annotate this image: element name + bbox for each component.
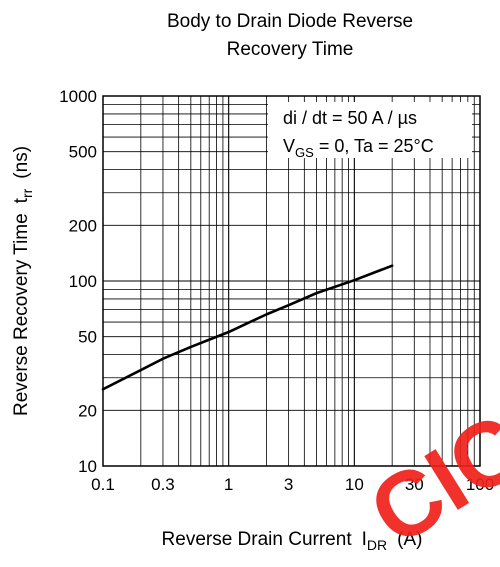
y-tick-label: 10 — [78, 457, 97, 476]
chart-title-line-1: Body to Drain Diode Reverse — [167, 11, 413, 32]
x-tick-label: 0.1 — [91, 475, 115, 494]
x-tick-label: 30 — [405, 475, 424, 494]
x-tick-labels: 0.1 0.3 1 3 10 30 100 — [91, 475, 494, 494]
annotation-line-2: VGS = 0, Ta = 25°C — [283, 136, 434, 160]
series-layer — [101, 264, 394, 391]
y-tick-label: 200 — [69, 216, 97, 235]
y-tick-label: 500 — [69, 143, 97, 162]
x-tick-label: 10 — [345, 475, 364, 494]
y-tick-label: 20 — [78, 401, 97, 420]
series-line-1 — [101, 264, 394, 391]
x-tick-label: 1 — [224, 475, 233, 494]
y-tick-label: 1000 — [59, 87, 97, 106]
y-axis-label: Reverse Recovery Timetrr(ns) — [11, 146, 35, 416]
annotation-background — [268, 102, 472, 158]
chart-title: Body to Drain Diode Reverse Recovery Tim… — [167, 11, 413, 60]
x-axis-label: Reverse Drain Current IDR (A) — [162, 529, 423, 553]
annotation-line-1: di / dt = 50 A / µs — [283, 108, 417, 128]
chart-title-line-2: Recovery Time — [227, 39, 354, 60]
y-tick-label: 50 — [78, 328, 97, 347]
condition-annotation: di / dt = 50 A / µs VGS = 0, Ta = 25°C — [268, 102, 472, 160]
x-tick-label: 3 — [284, 475, 293, 494]
x-tick-label: 0.3 — [151, 475, 175, 494]
y-tick-labels: 10 20 50 100 200 500 1000 — [59, 87, 97, 476]
y-tick-label: 100 — [69, 272, 97, 291]
x-tick-label: 100 — [466, 475, 494, 494]
plot-frame — [102, 95, 481, 467]
